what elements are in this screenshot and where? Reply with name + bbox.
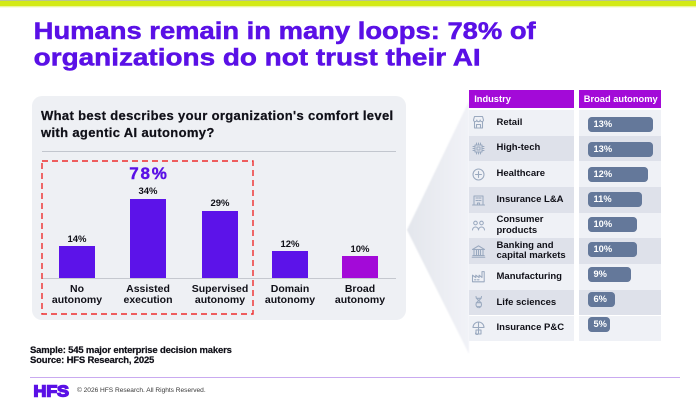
svg-text:Humans remain in many loops: 7: Humans remain in many loops: 78% of — [34, 19, 536, 45]
svg-text:organizations do not trust the: organizations do not trust their AI — [34, 46, 481, 72]
svg-text:HFS: HFS — [34, 384, 70, 399]
